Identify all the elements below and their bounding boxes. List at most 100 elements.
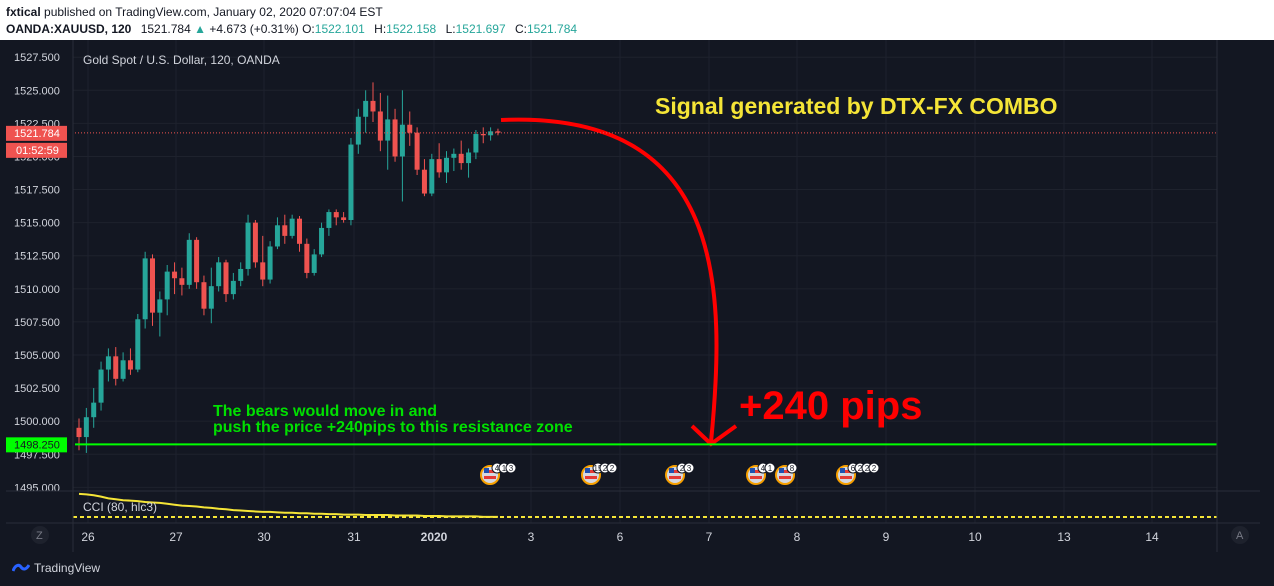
candle-body (208, 286, 214, 309)
candle-body (297, 218, 302, 244)
flag-stripe (840, 470, 852, 473)
event-badge-count: 2 (865, 464, 870, 473)
price-tick-label: 1500.000 (14, 416, 60, 428)
flag-stripe (585, 476, 597, 479)
tradingview-brand[interactable]: TradingView (34, 561, 101, 575)
event-badge-count: 4 (761, 464, 766, 473)
event-badge-count: 3 (509, 464, 514, 473)
zoom-button[interactable] (31, 526, 49, 544)
candle-body (466, 152, 472, 164)
candle-body (436, 159, 442, 173)
low-value: 1521.697 (455, 22, 506, 36)
flag-canton (750, 468, 755, 473)
candle-body (377, 111, 383, 141)
price-tick-label: 1512.500 (14, 251, 60, 263)
candle-body (444, 157, 449, 173)
time-tick-label: 7 (706, 530, 713, 544)
event-badge-count: 8 (790, 464, 795, 473)
event-badge (764, 462, 776, 474)
low-label: L: (445, 22, 456, 36)
flag-stripe (484, 470, 496, 473)
candle-body (341, 217, 347, 220)
price-tick-label: 1502.500 (14, 383, 60, 395)
flag-stripe (779, 476, 791, 479)
support-price-tag-text: 1498.250 (14, 439, 60, 451)
candles (76, 82, 501, 453)
flag-stripe (669, 476, 681, 479)
flag-canton (779, 468, 784, 473)
candle-body (216, 262, 222, 287)
countdown-tag (6, 142, 67, 158)
candle-body (238, 268, 244, 281)
candle-body (83, 417, 89, 438)
event-badge-count: 6 (851, 464, 856, 473)
flag-stripe (750, 470, 762, 473)
candle-body (120, 360, 126, 379)
candle-body (488, 131, 494, 136)
candle-body (98, 369, 104, 403)
event-badge-count: 2 (872, 464, 877, 473)
publish-header: fxtical published on TradingView.com, Ja… (0, 0, 1274, 40)
last-price: 1521.784 (140, 22, 191, 36)
candle-body (348, 144, 354, 220)
flag-stripe (585, 470, 597, 473)
candle-body (319, 227, 325, 255)
high-label: H: (374, 22, 387, 36)
candle-body (274, 225, 280, 247)
time-tick-label: 3 (528, 530, 535, 544)
candle-body (172, 271, 178, 279)
high-value: 1522.158 (386, 22, 437, 36)
candle-body (260, 262, 266, 280)
grid-lines (73, 40, 1217, 523)
time-tick-label: 30 (257, 530, 271, 544)
candle-body (179, 278, 185, 285)
candle-body (333, 212, 339, 218)
flag-stripe (484, 476, 496, 479)
candle-body (142, 258, 148, 320)
auto-scale-button[interactable] (1231, 526, 1249, 544)
candle-body (194, 239, 200, 283)
price-change: +4.673 (+0.31%) (209, 22, 299, 36)
candle-body (355, 116, 361, 145)
flag-stripe (750, 476, 762, 479)
current-price-tag-text: 1521.784 (14, 128, 60, 140)
close-label: C: (515, 22, 527, 36)
time-tick-label: 6 (617, 530, 624, 544)
price-chart[interactable]: 1527.5001525.0001522.5001520.0001517.500… (6, 40, 1260, 552)
countdown-tag-text: 01:52:59 (16, 145, 59, 157)
flag-canton (585, 468, 590, 473)
event-badge (786, 462, 798, 474)
chart-frame: 1527.5001525.0001522.5001520.0001517.500… (6, 40, 1260, 552)
price-tick-label: 1507.500 (14, 317, 60, 329)
candle-body (105, 356, 111, 370)
flag-canton (840, 468, 845, 473)
close-value: 1521.784 (527, 22, 578, 36)
open-label: O: (302, 22, 315, 36)
candle-body (304, 243, 310, 273)
time-tick-label: 2020 (421, 530, 448, 544)
cci-label: CCI (80, hlc3) (83, 500, 157, 514)
candle-body (399, 124, 405, 157)
candle-body (429, 159, 435, 194)
candle-body (385, 119, 391, 141)
event-badge-count: 15 (594, 464, 603, 473)
price-axis[interactable]: 1527.5001525.0001522.5001520.0001517.500… (14, 52, 60, 494)
price-tick-label: 1495.000 (14, 482, 60, 494)
price-tick-label: 1510.000 (14, 284, 60, 296)
event-badge-count: 2 (603, 464, 608, 473)
candle-body (127, 360, 133, 370)
pips-annotation: +240 pips (739, 384, 922, 428)
event-badge (606, 462, 618, 474)
publish-info: published on TradingView.com, January 02… (40, 5, 383, 19)
footer: TradingView (0, 552, 1274, 586)
tradingview-logo-icon[interactable] (12, 561, 30, 575)
up-triangle-icon: ▲ (194, 22, 206, 36)
candle-body (414, 132, 420, 170)
time-axis[interactable]: 26 27 30 31 2020 3 6 7 8 9 10 13 14 (81, 530, 1159, 544)
note-line-2: push the price +240pips to this resistan… (213, 419, 573, 436)
publisher-name[interactable]: fxtical (6, 5, 41, 19)
event-badge (505, 462, 517, 474)
